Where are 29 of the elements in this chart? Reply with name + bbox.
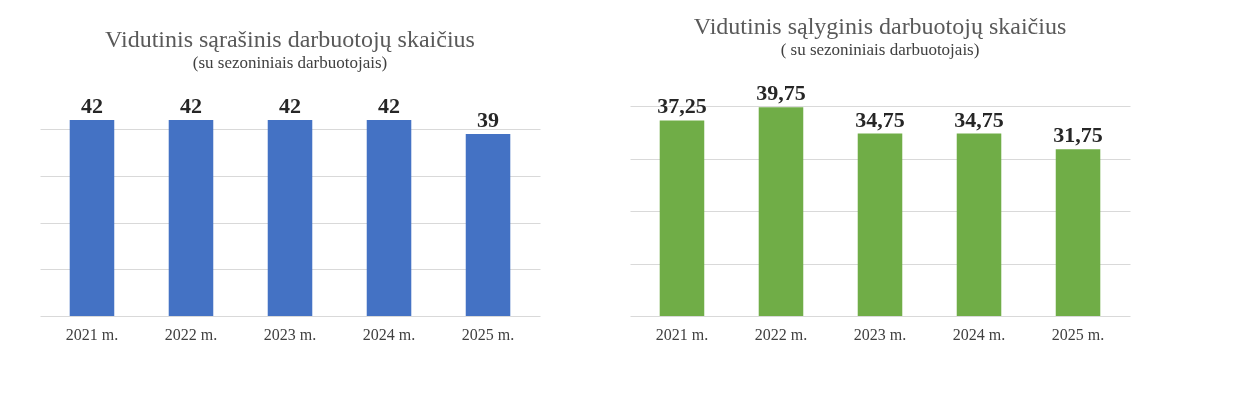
x-tick-label: 2021 m. bbox=[65, 325, 119, 343]
data-label: 42 bbox=[179, 93, 202, 118]
data-label: 39,75 bbox=[756, 80, 806, 106]
chart-subtitle: (su sezoniniais darbuotojais) bbox=[192, 53, 388, 72]
bar bbox=[857, 133, 903, 316]
x-tick-label: 2024 m. bbox=[952, 325, 1006, 343]
x-tick-label: 2021 m. bbox=[655, 325, 709, 343]
data-label: 42 bbox=[80, 93, 103, 118]
x-tick-label: 2025 m. bbox=[461, 325, 515, 343]
data-label: 31,75 bbox=[1053, 122, 1103, 148]
x-tick-label: 2025 m. bbox=[1051, 325, 1105, 343]
chart-subtitle: ( su sezoniniais darbuotojais) bbox=[780, 40, 980, 60]
x-tick-label: 2022 m. bbox=[164, 325, 218, 343]
bar bbox=[758, 107, 804, 316]
data-label: 34,75 bbox=[855, 106, 905, 132]
bar bbox=[956, 133, 1002, 316]
bar bbox=[659, 120, 705, 316]
x-tick-label: 2023 m. bbox=[853, 325, 907, 343]
data-label: 37,25 bbox=[657, 93, 707, 119]
data-label: 42 bbox=[378, 93, 401, 118]
data-label: 42 bbox=[279, 93, 301, 118]
x-tick-label: 2023 m. bbox=[263, 325, 317, 343]
data-label: 34,75 bbox=[954, 106, 1004, 132]
chart-title: Vidutinis sąlyginis darbuotojų skaičius bbox=[693, 13, 1067, 40]
bar bbox=[1055, 149, 1101, 316]
x-tick-label: 2024 m. bbox=[362, 325, 416, 343]
chart-title: Vidutinis sąrašinis darbuotojų skaičius bbox=[105, 26, 475, 52]
data-label: 39 bbox=[477, 107, 500, 132]
x-tick-label: 2022 m. bbox=[754, 325, 808, 343]
